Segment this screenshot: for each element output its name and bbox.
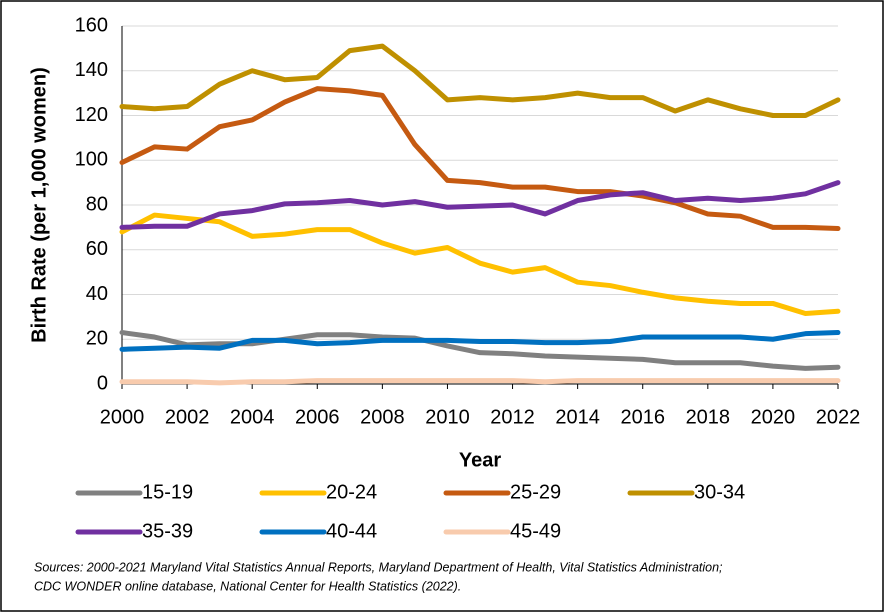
legend-label: 20-24: [326, 481, 377, 503]
x-tick-label: 2004: [230, 406, 275, 428]
series-line: [119, 86, 841, 231]
x-tick-label: 2016: [620, 406, 665, 428]
legend-label: 30-34: [694, 481, 745, 503]
legend-label: 45-49: [510, 520, 561, 542]
legend-label: 15-19: [142, 481, 193, 503]
series-line: [119, 330, 841, 352]
legend-label: 35-39: [142, 520, 193, 542]
y-tick-label: 160: [75, 14, 108, 36]
y-tick-label: 140: [75, 59, 108, 81]
source-note: CDC WONDER online database, National Cen…: [34, 579, 461, 593]
x-tick-label: 2010: [425, 406, 470, 428]
x-tick-label: 2002: [165, 406, 210, 428]
y-tick-label: 60: [86, 238, 108, 260]
y-tick-label: 20: [86, 328, 108, 350]
series-line: [119, 43, 841, 118]
x-tick-label: 2022: [816, 406, 861, 428]
y-tick-label: 0: [97, 372, 108, 394]
series-line: [119, 378, 841, 386]
y-tick-label: 80: [86, 193, 108, 215]
series-line: [119, 180, 841, 230]
x-tick-label: 2000: [100, 406, 145, 428]
y-tick-label: 120: [75, 104, 108, 126]
series-line: [119, 212, 841, 317]
y-axis-label: Birth Rate (per 1,000 women): [28, 67, 50, 343]
legend-label: 40-44: [326, 520, 377, 542]
x-tick-label: 2008: [360, 406, 405, 428]
x-tick-label: 2006: [295, 406, 340, 428]
legend-label: 25-29: [510, 481, 561, 503]
x-axis-label: Year: [459, 449, 501, 471]
x-tick-label: 2012: [490, 406, 535, 428]
x-tick-label: 2018: [686, 406, 731, 428]
x-tick-label: 2020: [751, 406, 796, 428]
source-note: Sources: 2000-2021 Maryland Vital Statis…: [34, 560, 723, 574]
x-tick-label: 2014: [555, 406, 600, 428]
y-tick-label: 100: [75, 149, 108, 171]
y-tick-label: 40: [86, 283, 108, 305]
